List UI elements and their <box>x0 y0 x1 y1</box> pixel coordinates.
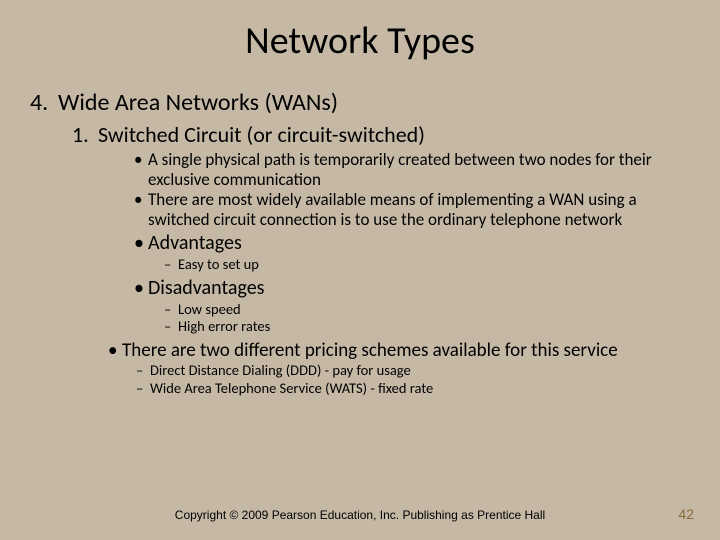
bullet-item: A single physical path is temporarily cr… <box>134 150 700 189</box>
bullet-item: There are most widely available means of… <box>134 190 700 229</box>
bullet-item: Disadvantages <box>134 276 700 300</box>
page-number: 42 <box>678 506 694 522</box>
dash-item: Direct Distance Dialing (DDD) - pay for … <box>136 362 700 379</box>
dash-item: High error rates <box>164 318 700 335</box>
dash-list: Low speed High error rates <box>164 301 700 336</box>
level2-item: 1.Switched Circuit (or circuit-switched) <box>72 121 700 148</box>
copyright-footer: Copyright © 2009 Pearson Education, Inc.… <box>0 508 720 522</box>
bullet-item: Advantages <box>134 231 700 255</box>
slide-content: 4.Wide Area Networks (WANs) 1.Switched C… <box>0 88 720 397</box>
bullet-list: A single physical path is temporarily cr… <box>134 150 700 255</box>
level2-label: Switched Circuit (or circuit-switched) <box>98 121 425 148</box>
level1-label: Wide Area Networks (WANs) <box>58 88 338 117</box>
bullet-item: There are two different pricing schemes … <box>108 339 700 362</box>
level2-number: 1. <box>72 121 98 148</box>
dash-item: Easy to set up <box>164 256 700 273</box>
bullet-list: Disadvantages <box>134 276 700 300</box>
level1-number: 4. <box>30 88 58 117</box>
level1-item: 4.Wide Area Networks (WANs) <box>30 88 700 117</box>
dash-item: Low speed <box>164 301 700 318</box>
dash-item: Wide Area Telephone Service (WATS) - fix… <box>136 380 700 397</box>
dash-list: Easy to set up <box>164 256 700 273</box>
dash-list: Direct Distance Dialing (DDD) - pay for … <box>136 362 700 397</box>
slide-title: Network Types <box>0 0 720 74</box>
